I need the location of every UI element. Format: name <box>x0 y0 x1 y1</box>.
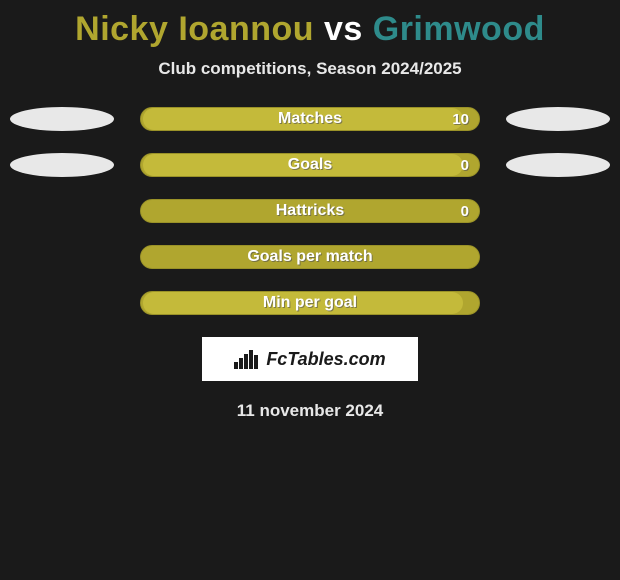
logo-text: FcTables.com <box>266 349 385 370</box>
left-spacer <box>10 291 114 315</box>
player2-name: Grimwood <box>373 10 545 48</box>
left-ellipse <box>10 153 114 177</box>
left-ellipse <box>10 107 114 131</box>
right-ellipse <box>506 153 610 177</box>
stat-row: Hattricks 0 <box>0 199 620 223</box>
stat-label: Matches <box>278 110 342 128</box>
right-ellipse <box>506 107 610 131</box>
stat-rows: Matches 10 Goals 0 Hattricks 0 Goals per match… <box>0 107 620 315</box>
stat-row: Matches 10 <box>0 107 620 131</box>
barchart-icon <box>234 349 260 369</box>
stat-value: 0 <box>461 157 469 174</box>
right-spacer <box>506 291 610 315</box>
stat-bar: Min per goal <box>140 291 480 315</box>
stat-row: Min per goal <box>0 291 620 315</box>
right-spacer <box>506 199 610 223</box>
stat-bar: Matches 10 <box>140 107 480 131</box>
right-spacer <box>506 245 610 269</box>
stat-value: 0 <box>461 203 469 220</box>
stat-label: Hattricks <box>276 202 344 220</box>
stat-label: Goals per match <box>247 248 372 266</box>
stat-bar: Goals per match <box>140 245 480 269</box>
stat-value: 10 <box>452 111 469 128</box>
left-spacer <box>10 245 114 269</box>
player1-name: Nicky Ioannou <box>75 10 314 48</box>
stat-bar: Goals 0 <box>140 153 480 177</box>
vs-text: vs <box>324 10 363 48</box>
stat-label: Goals <box>288 156 332 174</box>
subtitle: Club competitions, Season 2024/2025 <box>0 59 620 79</box>
stat-label: Min per goal <box>263 294 357 312</box>
stat-row: Goals per match <box>0 245 620 269</box>
left-spacer <box>10 199 114 223</box>
comparison-title: Nicky Ioannou vs Grimwood <box>0 0 620 49</box>
logo-box: FcTables.com <box>202 337 418 381</box>
stat-bar: Hattricks 0 <box>140 199 480 223</box>
stat-row: Goals 0 <box>0 153 620 177</box>
date-text: 11 november 2024 <box>0 401 620 421</box>
